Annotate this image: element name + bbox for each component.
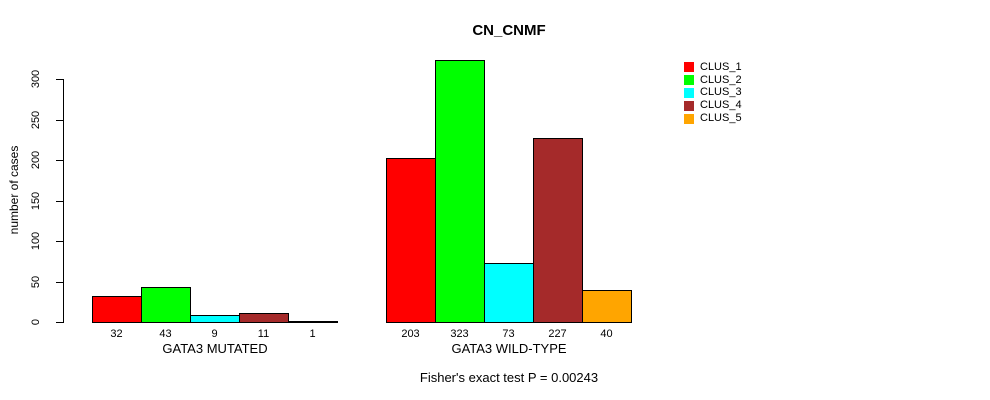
bar-value-label: 43 [159, 328, 172, 340]
y-tick-label: 300 [30, 69, 42, 89]
legend-item-label: CLUS_3 [700, 86, 742, 99]
bar-value-label: 323 [450, 328, 469, 340]
bar-clus_4-group-2 [533, 138, 583, 323]
bar-clus_4-group-1 [239, 313, 289, 323]
y-tick-mark [56, 120, 64, 121]
y-tick-mark [56, 160, 64, 161]
y-tick-mark [56, 241, 64, 242]
bar-value-label: 1 [309, 328, 316, 340]
bar-clus_3-group-1 [190, 315, 240, 323]
bar-clus_1-group-2 [386, 158, 436, 323]
legend-item-label: CLUS_2 [700, 73, 742, 86]
y-tick-label: 150 [30, 191, 42, 211]
y-tick-label: 100 [30, 231, 42, 251]
bar-clus_2-group-1 [141, 287, 191, 323]
bar-clus_5-group-2 [582, 290, 632, 323]
legend-item-label: CLUS_1 [700, 60, 742, 73]
legend-item: CLUS_3 [684, 87, 742, 100]
bar-value-label: 73 [502, 328, 515, 340]
x-category-label-2: GATA3 WILD-TYPE [451, 341, 567, 356]
bar-value-label: 203 [401, 328, 420, 340]
bar-value-label: 32 [110, 328, 123, 340]
legend-swatch [684, 75, 694, 86]
bar-clus_1-group-1 [92, 296, 142, 323]
chart-title: CN_CNMF [472, 22, 546, 39]
legend-item: CLUS_4 [684, 99, 742, 112]
y-tick-mark [56, 79, 64, 80]
bar-clus_5-group-1 [288, 321, 338, 323]
y-tick-mark [56, 282, 64, 283]
legend-item: CLUS_1 [684, 61, 742, 74]
y-tick-label: 50 [30, 275, 42, 289]
bar-value-label: 11 [257, 328, 270, 340]
y-tick-label: 250 [30, 110, 42, 130]
legend-swatch [684, 113, 694, 124]
legend-item: CLUS_2 [684, 74, 742, 87]
bar-value-label: 227 [548, 328, 567, 340]
legend-swatch [684, 100, 694, 111]
legend-swatch [684, 87, 694, 98]
bar-value-label: 9 [211, 328, 218, 340]
y-tick-mark [56, 201, 64, 202]
legend: CLUS_1 CLUS_2 CLUS_3 CLUS_4 CLUS_5 [684, 61, 742, 125]
footer-annotation: Fisher's exact test P = 0.00243 [419, 370, 599, 385]
x-category-label-1: GATA3 MUTATED [162, 341, 268, 356]
bar-clus_3-group-2 [484, 263, 534, 323]
legend-swatch [684, 62, 694, 73]
legend-item-label: CLUS_4 [700, 99, 742, 112]
y-tick-mark [56, 322, 64, 323]
y-tick-label: 0 [30, 318, 42, 326]
bar-value-label: 40 [600, 328, 613, 340]
y-tick-label: 200 [30, 150, 42, 170]
bar-clus_2-group-2 [435, 60, 485, 323]
legend-item-label: CLUS_5 [700, 112, 742, 125]
legend-item: CLUS_5 [684, 112, 742, 125]
